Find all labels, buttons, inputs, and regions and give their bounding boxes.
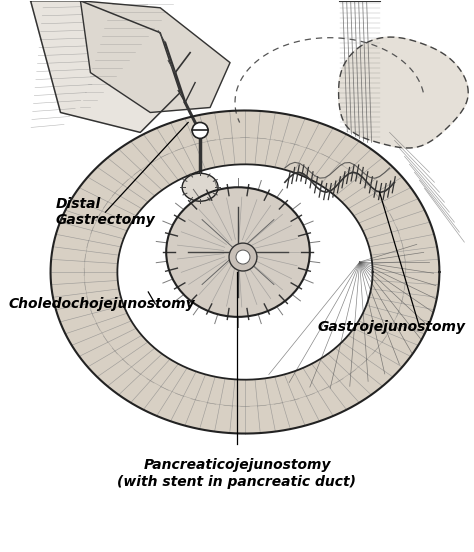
Circle shape <box>192 123 208 139</box>
Ellipse shape <box>118 164 373 380</box>
Circle shape <box>229 243 257 271</box>
Ellipse shape <box>166 187 310 317</box>
Polygon shape <box>81 1 230 113</box>
Text: Gastrojejunostomy: Gastrojejunostomy <box>317 320 465 334</box>
Polygon shape <box>31 1 180 132</box>
Ellipse shape <box>51 110 439 433</box>
Text: Choledochojejunostomy: Choledochojejunostomy <box>9 297 195 311</box>
Ellipse shape <box>51 108 439 437</box>
Text: Pancreaticojejunostomy
(with stent in pancreatic duct): Pancreaticojejunostomy (with stent in pa… <box>118 458 356 489</box>
Ellipse shape <box>182 173 218 201</box>
Circle shape <box>236 250 250 264</box>
Polygon shape <box>338 37 468 148</box>
Text: Distal
Gastrectomy: Distal Gastrectomy <box>55 197 155 227</box>
